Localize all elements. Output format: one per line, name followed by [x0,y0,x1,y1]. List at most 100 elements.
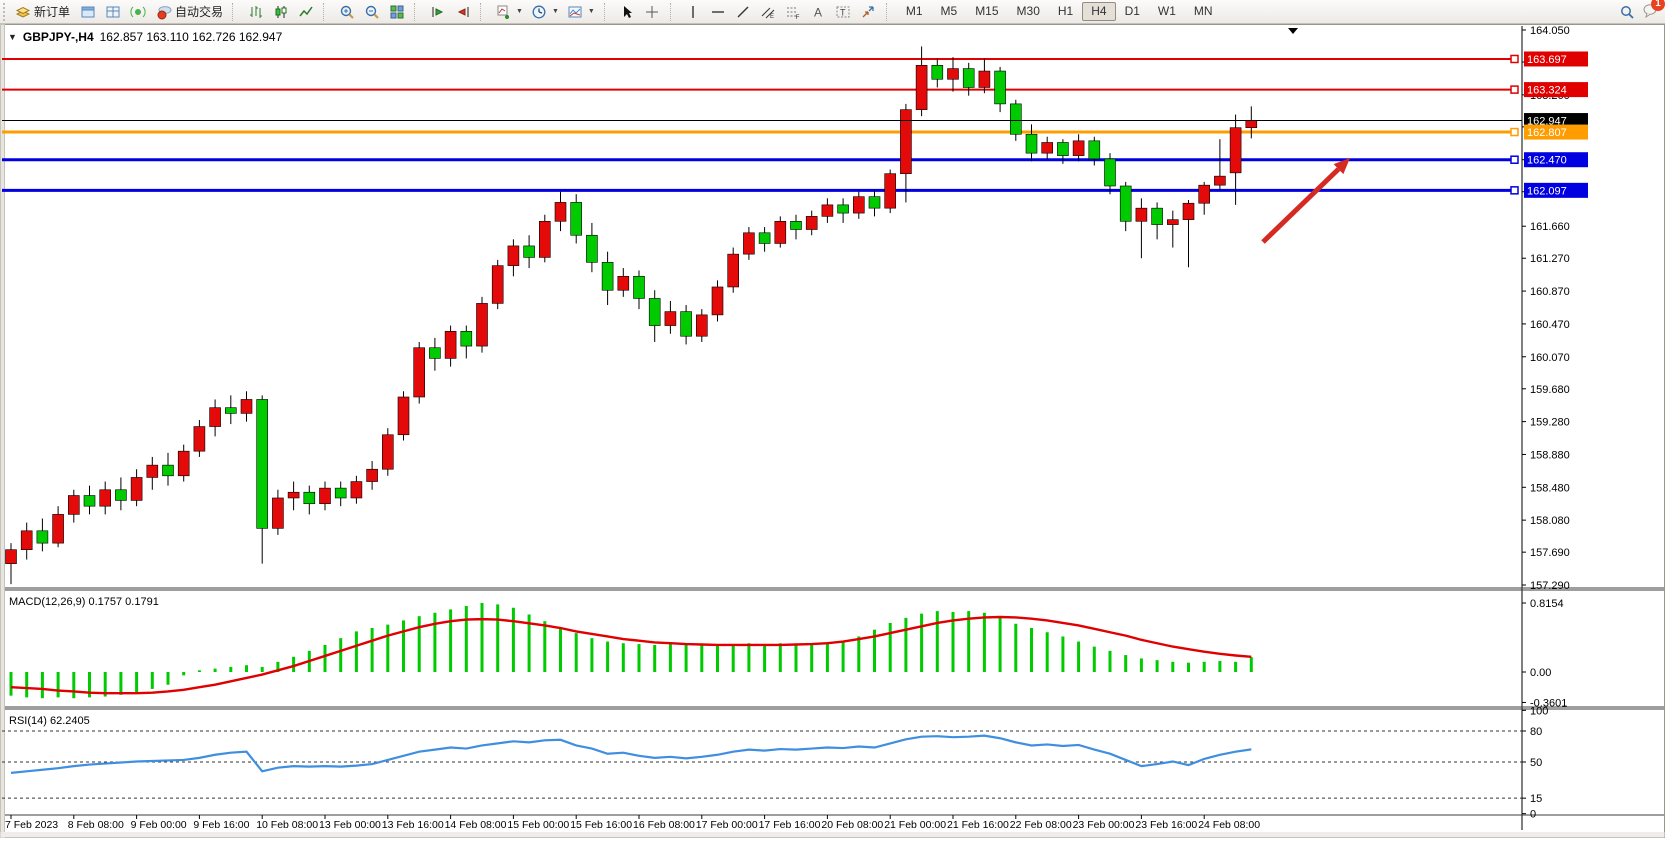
signals-button[interactable] [125,1,150,22]
text-label-button[interactable]: T [831,1,856,22]
indicators-button[interactable]: ▼ [491,1,527,22]
date-axis-label: 14 Feb 08:00 [445,819,507,831]
market-watch-button[interactable] [75,1,100,22]
svg-text:162.807: 162.807 [1527,127,1567,139]
chart-shift-icon[interactable] [454,3,471,20]
bull-candle [978,70,991,88]
timeframe-h4-button[interactable]: H4 [1082,2,1116,21]
tile-windows-icon[interactable] [388,3,405,20]
auto-scroll-icon[interactable] [429,3,446,20]
timeframe-m1-button[interactable]: M1 [905,4,923,18]
bull-candle [711,286,724,316]
zoom-in-button[interactable] [334,1,359,22]
horizontal-line-icon[interactable] [710,3,727,20]
line-chart-button[interactable] [293,1,318,22]
cursor-icon[interactable] [619,3,636,20]
bar-chart-button[interactable] [243,1,268,22]
bull-candle [177,450,190,477]
bull-candle [727,253,740,288]
new-order-button[interactable]: 新订单 [10,1,74,22]
text-label-icon[interactable]: T [835,3,852,20]
arrow-annotation[interactable] [1261,158,1350,244]
bear-candle [115,489,127,501]
bear-candle [334,487,347,499]
new-order-icon [14,3,31,20]
scroll-position-marker[interactable] [1288,28,1298,34]
timeframe-m5-button[interactable]: M5 [940,4,958,18]
bar-chart-icon[interactable] [247,3,264,20]
bull-candle [130,477,143,501]
chevron-down-icon[interactable]: ▼ [551,8,559,15]
text-button[interactable]: A [806,1,831,22]
bull-candle [947,68,959,80]
zoom-out-icon[interactable] [363,3,380,20]
equidistant-channel-button[interactable]: E [756,1,781,22]
bear-candle [633,276,645,299]
fibonacci-button[interactable]: F [781,1,806,22]
date-axis-label: 17 Feb 16:00 [759,819,821,831]
trendline-icon[interactable] [735,3,752,20]
chevron-down-icon[interactable]: ▼ [587,8,595,15]
timeframe-mn-button[interactable]: MN [1193,4,1213,18]
svg-text:F: F [796,14,800,20]
cursor-button[interactable] [615,1,640,22]
rsi-line [10,734,1252,774]
fibonacci-icon[interactable]: F [785,3,802,20]
arrows-button[interactable] [856,1,881,22]
bear-candle [1119,185,1132,222]
bear-candle [1025,133,1038,154]
trendline-button[interactable] [731,1,756,22]
candlestick-button[interactable] [268,1,293,22]
svg-text:161.270: 161.270 [1530,253,1570,265]
chevron-down-icon[interactable]: ▼ [516,8,523,15]
zoom-in-icon[interactable] [338,3,355,20]
line-handle[interactable] [1510,127,1519,137]
periods-button[interactable]: ▼ [527,1,563,22]
bull-candle [68,495,80,515]
bull-candle [1182,202,1195,220]
timeframe-m30-button[interactable]: M30 [1016,4,1040,18]
equidistant-channel-icon[interactable]: E [760,3,777,20]
bear-candle [680,311,692,337]
macd-axis-tick: -0.3601 [1530,697,1567,709]
timeframe-d1-button[interactable]: D1 [1124,4,1140,18]
timeframe-h1-button[interactable]: H1 [1057,4,1074,18]
line-handle[interactable] [1510,155,1519,164]
chart-canvas[interactable]: 164.050163.660163.260162.870162.470162.0… [0,24,1665,838]
rsi-axis-tick: 80 [1530,726,1542,738]
bull-candle [52,514,64,544]
vertical-line-icon[interactable] [685,3,702,20]
horizontal-line-button[interactable] [706,1,731,22]
auto-scroll-button[interactable] [425,1,450,22]
vertical-line-button[interactable] [681,1,706,22]
tile-windows-button[interactable] [384,1,409,22]
rsi-axis-tick: 15 [1530,793,1542,805]
templates-button[interactable]: ▼ [563,1,599,22]
market-watch-icon[interactable] [79,3,96,20]
date-axis[interactable]: 7 Feb 2023 8 Feb 08:00 9 Feb 00:00 9 Feb 16… [5,815,1260,831]
timeframe-w1-button[interactable]: W1 [1157,4,1176,18]
signals-icon[interactable] [129,3,146,20]
templates-icon[interactable] [567,3,584,20]
arrows-icon[interactable] [860,3,877,20]
data-window-icon[interactable] [104,3,121,20]
chart-shift-button[interactable] [450,1,475,22]
bull-candle [146,464,159,478]
crosshair-icon[interactable] [644,3,661,20]
line-handle[interactable] [1510,54,1519,64]
periods-icon[interactable] [531,3,548,20]
candlestick-icon[interactable] [272,3,289,20]
text-icon[interactable]: A [810,3,827,20]
line-chart-icon[interactable] [297,3,314,20]
search-icon[interactable] [1618,3,1635,20]
indicators-icon[interactable] [495,3,512,20]
line-handle[interactable] [1510,186,1519,195]
autotrade-button[interactable]: 自动交易 [151,1,227,22]
data-window-button[interactable] [100,1,125,22]
timeframe-m15-button[interactable]: M15 [975,4,999,18]
svg-text:163.324: 163.324 [1527,85,1567,97]
crosshair-button[interactable] [640,1,665,22]
line-handle[interactable] [1510,85,1519,94]
collapse-ohlc-icon[interactable]: ▼ [8,32,17,42]
zoom-out-button[interactable] [359,1,384,22]
